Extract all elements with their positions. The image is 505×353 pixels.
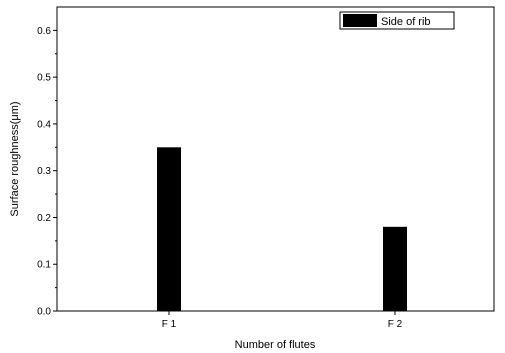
y-tick-label: 0.2 [37, 213, 51, 224]
y-tick-label: 0.0 [37, 307, 51, 318]
legend: Side of rib [339, 11, 455, 30]
y-tick-label: 0.3 [37, 166, 51, 177]
bar-f1 [157, 147, 181, 311]
legend-swatch [343, 14, 377, 27]
bar-f2 [383, 226, 407, 311]
y-tick-label: 0.5 [37, 73, 51, 84]
bars-group [157, 147, 407, 311]
x-axis: F 1 F 2 [162, 311, 403, 330]
y-tick-label: 0.6 [37, 26, 51, 37]
y-tick-label: 0.1 [37, 260, 51, 271]
x-axis-title: Number of flutes [235, 339, 316, 351]
x-tick-label: F 1 [162, 319, 177, 330]
plot-frame [56, 6, 495, 312]
y-tick-label: 0.4 [37, 119, 51, 130]
legend-label: Side of rib [381, 16, 431, 28]
y-axis: 0.0 0.1 0.2 0.3 0.4 0.5 0.6 [37, 26, 57, 318]
y-axis-title: Surface roughness(μm) [9, 101, 21, 216]
x-tick-label: F 2 [388, 319, 403, 330]
